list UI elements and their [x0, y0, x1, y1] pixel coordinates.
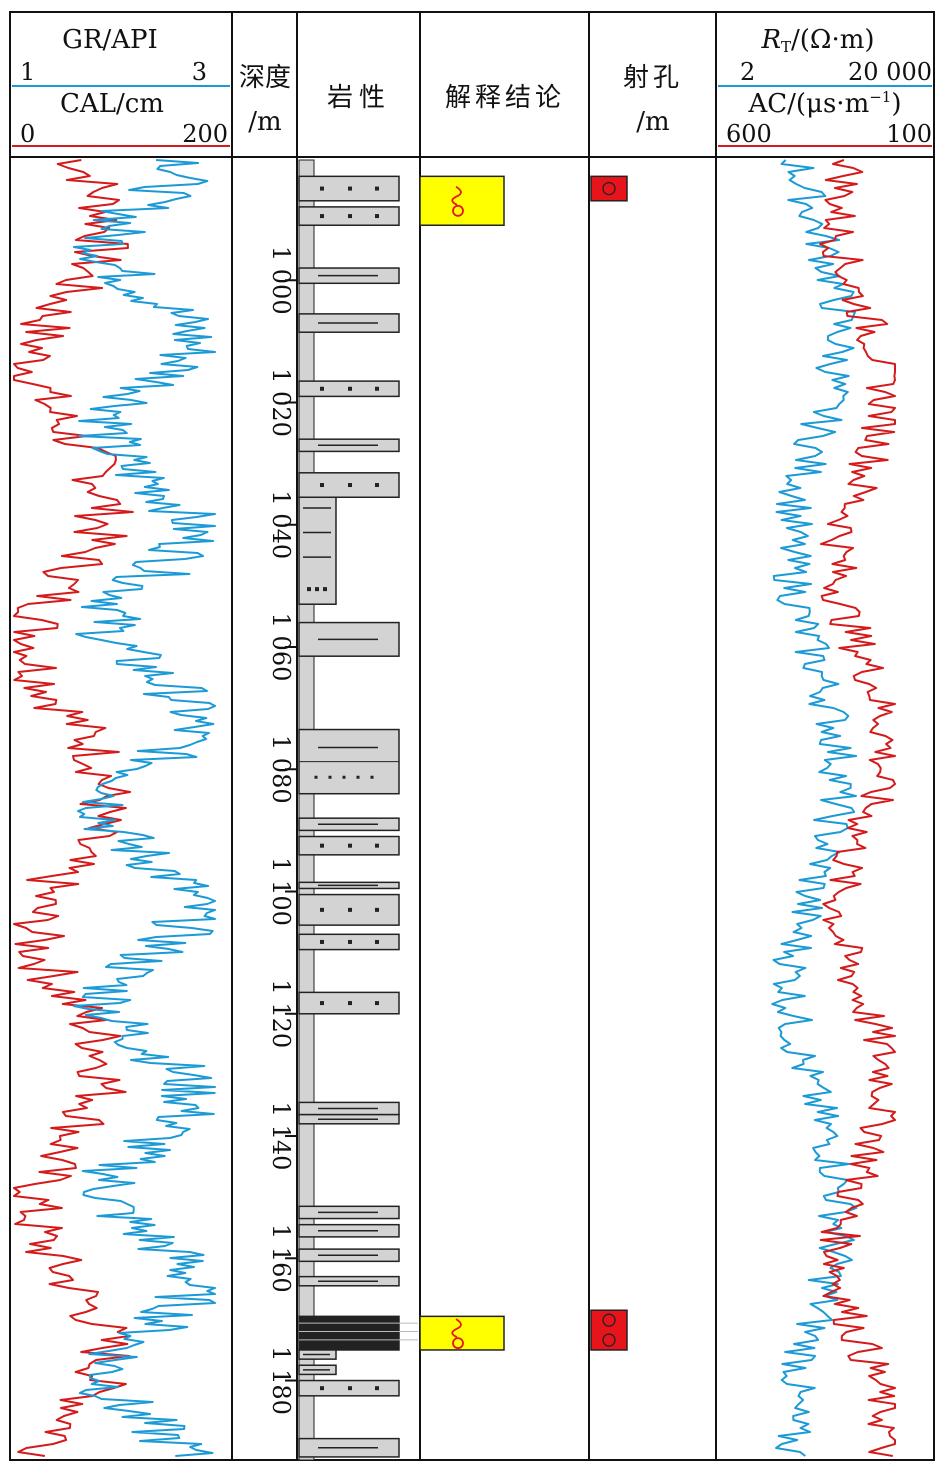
- depth-tick-label: 1 100: [267, 857, 295, 926]
- lithology-bed: [298, 1315, 400, 1351]
- lithology-sand-dot: [348, 214, 352, 219]
- oil-gas-symbol: [452, 1337, 464, 1350]
- depth-tick-label: 1 040: [267, 490, 295, 559]
- depth-tick-label: 1 000: [267, 246, 295, 315]
- lithology-sand-dot: [320, 186, 324, 191]
- cal-min-label: 0: [20, 120, 35, 148]
- lithology-sand-dot: [323, 587, 327, 592]
- oil-gas-symbol: [451, 1318, 462, 1338]
- lithology-sand-dot: [320, 843, 324, 848]
- log-curves: [13, 159, 896, 1457]
- lithology-sand-dot: [320, 214, 324, 219]
- lithology-sand-dot: [315, 587, 319, 592]
- rt-max-label: 20 000: [848, 58, 932, 86]
- interpretation-column: [419, 175, 505, 1351]
- perforation-title: 射孔: [623, 63, 683, 93]
- gr-curve-title: GR/API: [62, 25, 158, 55]
- depth-tick-label: 1 160: [267, 1224, 295, 1293]
- lithology-title: 岩性: [327, 83, 391, 113]
- lithology-sand-dot: [348, 483, 352, 488]
- gr-curve: [72, 159, 216, 1457]
- chart-frame: [9, 11, 935, 1461]
- lithology-sand-dot: [375, 386, 379, 391]
- depth-unit: /m: [248, 107, 281, 137]
- lithology-column: [298, 159, 418, 1461]
- perforation-interval: [590, 175, 628, 202]
- lithology-sand-dot: [307, 587, 311, 592]
- depth-tick-label: 1 180: [267, 1346, 295, 1415]
- gr-max-label: 3: [192, 58, 207, 86]
- depth-axis: 1 000 1 020 1 040 1 060 1 080 1 100 1 120 1 140…: [267, 158, 298, 1460]
- cal-curve-title: CAL/cm: [60, 89, 164, 119]
- lithology-sand-dot: [320, 483, 324, 488]
- lithology-sand-dot: [370, 775, 374, 779]
- rt-curve-title: RT/(Ω·m): [760, 25, 874, 56]
- lithology-sand-dot: [348, 1386, 352, 1391]
- cal-max-label: 200: [182, 120, 228, 148]
- lithology-sand-dot: [328, 775, 332, 779]
- lithology-sand-dot: [320, 1001, 324, 1006]
- lithology-sand-dot: [348, 843, 352, 848]
- lithology-sand-dot: [320, 907, 324, 912]
- lithology-sand-dot: [375, 1001, 379, 1006]
- lithology-sand-dot: [320, 939, 324, 944]
- interpretation-zone: [419, 175, 505, 226]
- depth-title: 深度: [239, 63, 291, 93]
- lithology-sand-dot: [375, 843, 379, 848]
- lithology-base-strip: [298, 159, 315, 1461]
- lithology-sand-dot: [375, 483, 379, 488]
- lithology-sand-dot: [375, 214, 379, 219]
- rt-min-label: 2: [740, 58, 755, 86]
- lithology-sand-dot: [356, 775, 360, 779]
- ac-max-label: 100: [886, 120, 932, 148]
- depth-tick-label: 1 140: [267, 1102, 295, 1171]
- lithology-bed: [298, 175, 400, 202]
- interpretation-title: 解释结论: [445, 83, 565, 113]
- lithology-sand-dot: [348, 907, 352, 912]
- ac-curve-title: AC/(μs·m−1): [747, 88, 901, 119]
- lithology-sand-dot: [342, 775, 346, 779]
- lithology-sand-dot: [314, 775, 318, 779]
- lithology-sand-dot: [375, 939, 379, 944]
- lithology-sand-dot: [375, 1386, 379, 1391]
- depth-tick-label: 1 080: [267, 735, 295, 804]
- lithology-sand-dot: [348, 939, 352, 944]
- lithology-sand-dot: [348, 386, 352, 391]
- cal-curve: [13, 159, 134, 1457]
- depth-tick-label: 1 060: [267, 613, 295, 682]
- oil-gas-symbol: [451, 186, 462, 206]
- ac-curve: [819, 159, 896, 1457]
- lithology-sand-dot: [320, 1386, 324, 1391]
- depth-tick-label: 1 120: [267, 979, 295, 1048]
- lithology-bed: [298, 496, 337, 605]
- lithology-sand-dot: [320, 386, 324, 391]
- perforation-circle: [602, 1313, 616, 1327]
- perforation-unit: /m: [636, 107, 669, 137]
- perforation-circle: [602, 181, 616, 196]
- depth-tick-label: 1 020: [267, 368, 295, 437]
- oil-gas-symbol: [452, 204, 464, 217]
- lithology-sand-dot: [348, 186, 352, 191]
- ac-min-label: 600: [726, 120, 772, 148]
- lithology-sand-dot: [375, 186, 379, 191]
- rt-curve: [771, 159, 858, 1457]
- perforation-circle: [602, 1333, 616, 1347]
- perforation-interval: [590, 1309, 628, 1351]
- lithology-sand-dot: [375, 907, 379, 912]
- lithology-sand-dot: [348, 1001, 352, 1006]
- perforation-column: [590, 175, 628, 1351]
- gr-min-label: 1: [20, 58, 35, 86]
